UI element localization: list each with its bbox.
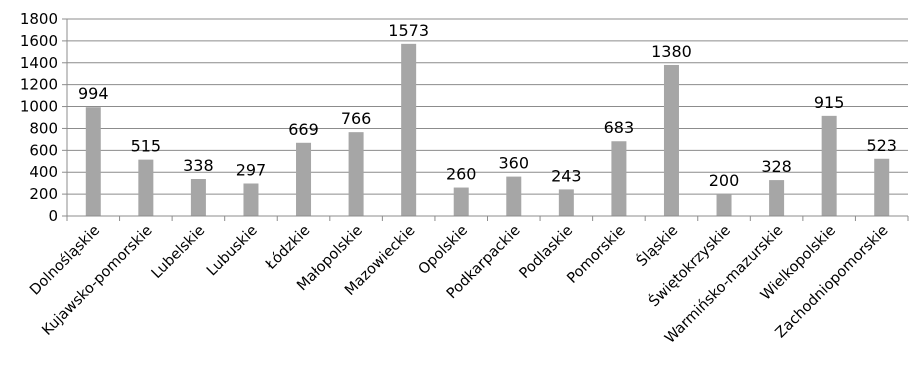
bar [138,159,154,216]
bar [348,132,364,216]
bar [874,158,890,216]
data-label: 260 [446,165,477,184]
y-tick-label: 0 [48,207,58,225]
data-label: 994 [78,84,109,103]
data-label: 1573 [388,21,429,40]
data-label: 243 [551,166,582,185]
data-label: 915 [814,93,845,112]
y-tick-label: 1400 [20,54,58,72]
bars [85,43,890,216]
category-label: Opolskie [416,222,472,278]
bar [190,179,206,216]
category-label: Śląskie [632,221,681,270]
data-label: 328 [761,157,792,176]
y-tick-label: 200 [29,185,58,203]
bar [243,183,259,216]
data-label: 338 [183,156,214,175]
bar [769,180,785,216]
data-label: 669 [288,120,319,139]
category-label: Lubelskie [149,222,209,282]
data-label: 1380 [651,42,692,61]
y-tick-label: 800 [29,119,58,137]
y-tick-label: 1200 [20,76,58,94]
y-axis-tick-labels: 0 200 400 600 800 1000 1200 1400 1600 1800 [20,10,67,225]
gridlines [67,18,908,217]
bar [716,194,732,216]
y-tick-label: 400 [29,163,58,181]
bar [663,64,679,216]
category-label: Łódzkie [262,222,313,273]
bar [296,142,312,216]
bar [821,115,837,216]
y-tick-label: 600 [29,141,58,159]
data-labels: 994 515 338 297 669 766 1573 260 360 243 683 1380 20… [78,21,897,190]
axes [66,19,909,221]
bar [558,189,574,216]
y-tick-label: 1000 [20,98,58,116]
category-label: Kujawsko-pomorskie [39,222,155,338]
data-label: 200 [709,171,740,190]
y-tick-label: 1800 [20,10,58,28]
bar [506,176,522,216]
data-label: 515 [131,137,162,156]
bar [453,187,469,216]
bar [85,107,101,216]
bar [611,141,627,216]
data-label: 766 [341,109,372,128]
y-tick-label: 1600 [20,32,58,50]
data-label: 683 [604,118,635,137]
x-axis-category-labels: DolnośląskieKujawsko-pomorskieLubelskieL… [27,221,891,347]
category-label: Lubuskie [204,222,261,279]
data-label: 523 [866,136,897,155]
data-label: 297 [236,160,267,179]
data-label: 360 [499,154,530,173]
bar [401,43,417,216]
